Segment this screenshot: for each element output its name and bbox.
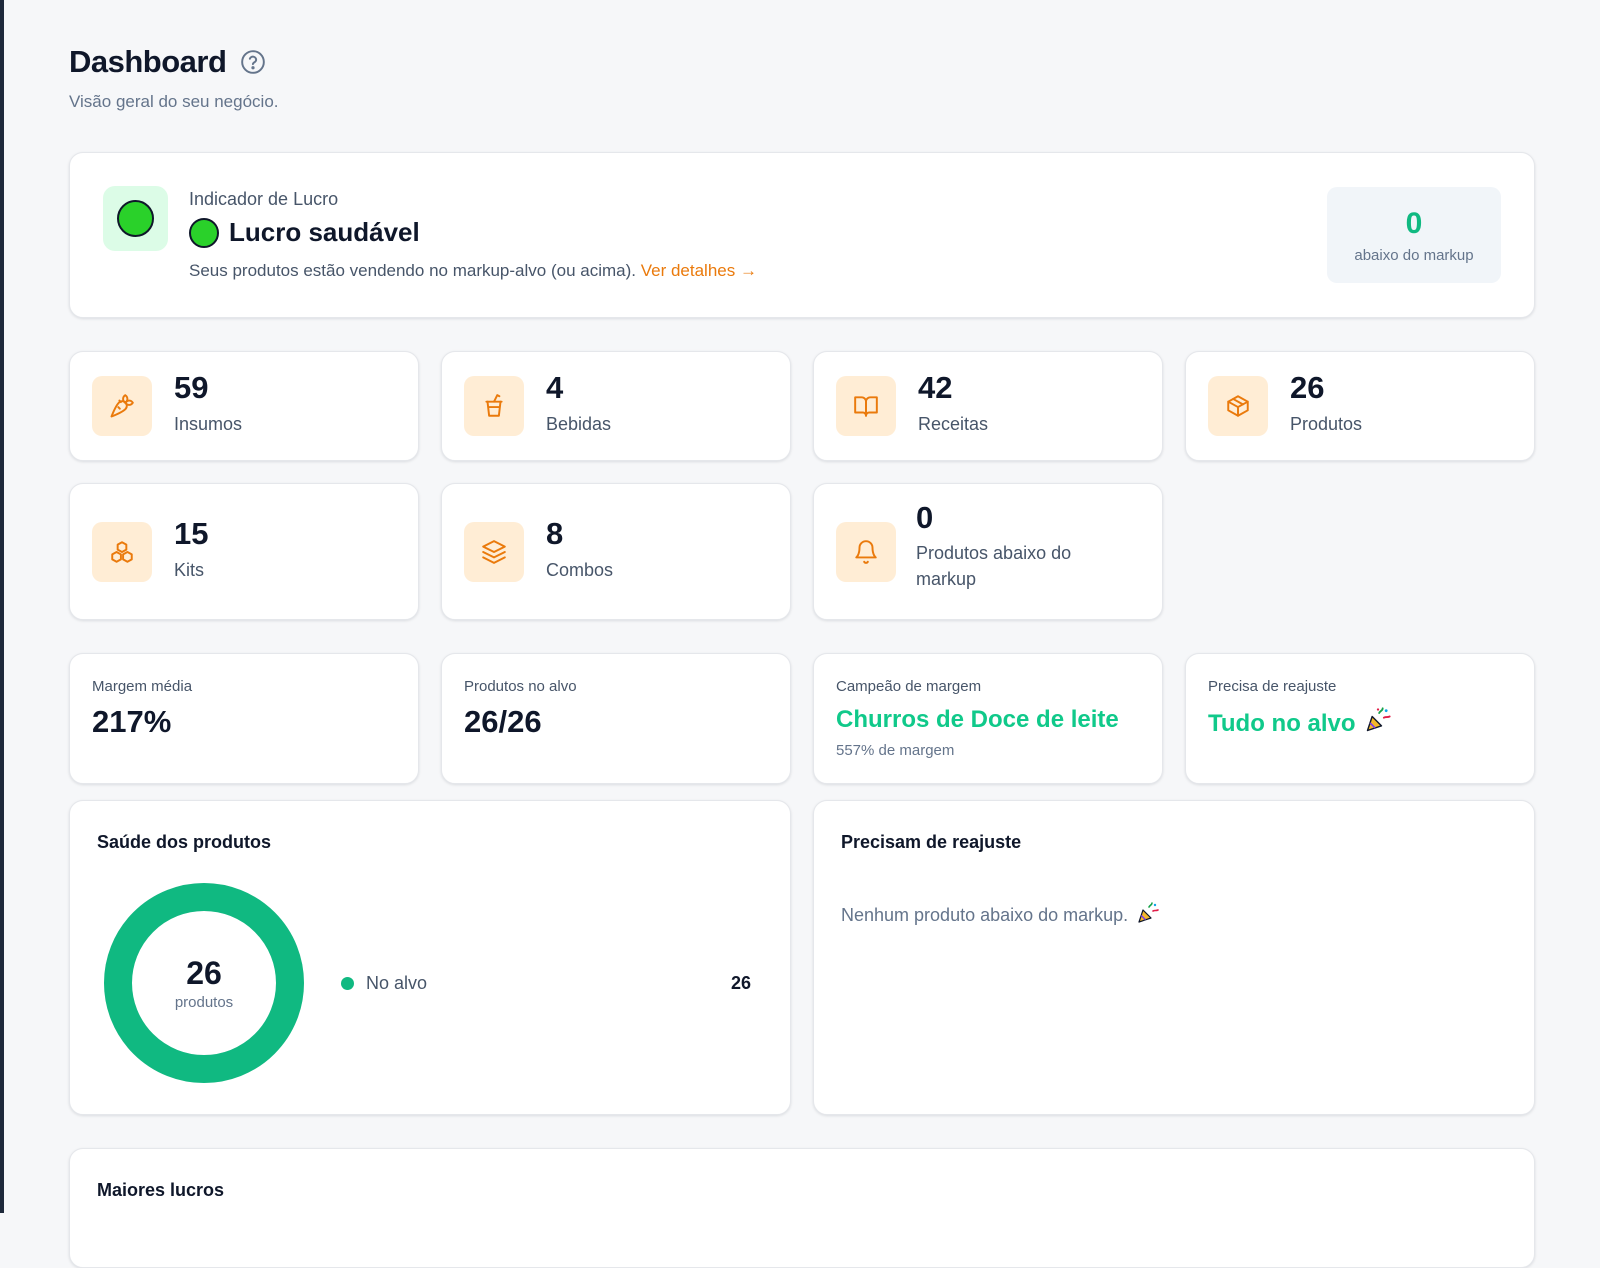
empty-state-text: Nenhum produto abaixo do markup. <box>841 905 1129 925</box>
panel-title: Saúde dos produtos <box>97 832 272 852</box>
donut-center: 26 produtos <box>104 883 304 1083</box>
carrot-icon <box>92 376 152 436</box>
stat-card-receitas[interactable]: 42 Receitas <box>813 351 1163 461</box>
kpi-champion-name: Churros de Doce de leite <box>836 706 1119 734</box>
champion-product-name: Churros de Doce de leite <box>836 706 1119 733</box>
below-markup-label: abaixo do markup <box>1354 246 1474 264</box>
donut-total: 26 <box>186 955 222 991</box>
page-title: Dashboard <box>69 44 227 79</box>
kpi-value: 217% <box>92 704 172 739</box>
kpi-label: Margem média <box>92 678 193 695</box>
stat-label: Bebidas <box>546 414 612 434</box>
kpi-card-products-on-target: Produtos no alvo 26/26 <box>441 653 791 784</box>
profit-description: Seus produtos estão vendendo no markup-a… <box>189 261 757 281</box>
legend-label: No alvo <box>366 973 428 993</box>
legend-value: 26 <box>730 973 751 993</box>
boxes-icon <box>92 522 152 582</box>
view-details-link[interactable]: Ver detalhes → <box>640 261 757 280</box>
panel-title: Maiores lucros <box>97 1180 225 1200</box>
kpi-card-margin-champion: Campeão de margem Churros de Doce de lei… <box>813 653 1163 784</box>
empty-state-message: Nenhum produto abaixo do markup. <box>841 901 1160 930</box>
kpi-card-average-margin: Margem média 217% <box>69 653 419 784</box>
stat-value: 0 <box>916 500 934 535</box>
stat-value: 42 <box>918 370 953 405</box>
kpi-label: Precisa de reajuste <box>1208 678 1337 695</box>
needs-readjust-panel: Precisam de reajuste Nenhum produto abai… <box>813 800 1535 1115</box>
dashboard-page: Dashboard Visão geral do seu negócio. In… <box>69 44 1535 1268</box>
stat-value: 26 <box>1290 370 1325 405</box>
stat-card-kits[interactable]: 15 Kits <box>69 483 419 620</box>
panel-title: Precisam de reajuste <box>841 832 1022 852</box>
party-popper-icon <box>1364 706 1392 741</box>
below-markup-summary: 0 abaixo do markup <box>1327 187 1501 283</box>
help-circle-icon[interactable] <box>240 49 266 75</box>
stat-label: Kits <box>174 560 205 580</box>
below-markup-count: 0 <box>1405 206 1423 240</box>
readjust-status-text: Tudo no alvo <box>1208 709 1356 737</box>
book-open-icon <box>836 376 896 436</box>
legend-dot <box>341 977 354 990</box>
stat-label: Produtos abaixo do markup <box>916 543 1072 589</box>
profit-status: Lucro saudável <box>189 217 420 248</box>
kpi-sub: 557% de margem <box>836 742 955 759</box>
donut-segment-on-target <box>104 883 304 1083</box>
stat-label: Combos <box>546 560 614 580</box>
kpi-readjust-status: Tudo no alvo <box>1208 706 1392 741</box>
green-circle-icon <box>189 217 219 248</box>
profit-indicator-label: Indicador de Lucro <box>189 189 339 209</box>
green-circle-icon <box>117 200 154 237</box>
stat-value: 4 <box>546 370 564 405</box>
layers-icon <box>464 522 524 582</box>
profit-status-text: Lucro saudável <box>229 217 420 247</box>
stat-label: Produtos <box>1290 414 1363 434</box>
product-health-panel: Saúde dos produtos 26 produtos No alvo 2… <box>69 800 791 1115</box>
kpi-label: Produtos no alvo <box>464 678 577 695</box>
stat-card-below-markup[interactable]: 0 Produtos abaixo do markup <box>813 483 1163 620</box>
drink-cup-icon <box>464 376 524 436</box>
stat-card-insumos[interactable]: 59 Insumos <box>69 351 419 461</box>
stat-card-combos[interactable]: 8 Combos <box>441 483 791 620</box>
top-profits-panel: Maiores lucros <box>69 1148 1535 1268</box>
profit-indicator-card: Indicador de Lucro Lucro saudável Seus p… <box>69 152 1535 318</box>
stat-card-produtos[interactable]: 26 Produtos <box>1185 351 1535 461</box>
stat-value: 15 <box>174 516 209 551</box>
page-header: Dashboard <box>69 44 1535 80</box>
party-popper-icon <box>1136 901 1160 930</box>
page-subtitle: Visão geral do seu negócio. <box>69 92 279 111</box>
donut-unit: produtos <box>174 994 234 1011</box>
stat-value: 59 <box>174 370 209 405</box>
stat-card-bebidas[interactable]: 4 Bebidas <box>441 351 791 461</box>
bell-icon <box>836 522 896 582</box>
stat-label: Insumos <box>174 414 243 434</box>
package-icon <box>1208 376 1268 436</box>
health-donut-chart: 26 produtos <box>104 883 304 1083</box>
profit-status-badge <box>103 186 168 251</box>
stat-label: Receitas <box>918 414 989 434</box>
stat-value: 8 <box>546 516 564 551</box>
kpi-label: Campeão de margem <box>836 678 982 695</box>
legend-item-on-target: No alvo 26 <box>341 973 751 994</box>
window-left-edge <box>0 0 4 1213</box>
kpi-value: 26/26 <box>464 704 542 739</box>
kpi-card-needs-readjust: Precisa de reajuste Tudo no alvo <box>1185 653 1535 784</box>
profit-description-text: Seus produtos estão vendendo no markup-a… <box>189 261 636 280</box>
